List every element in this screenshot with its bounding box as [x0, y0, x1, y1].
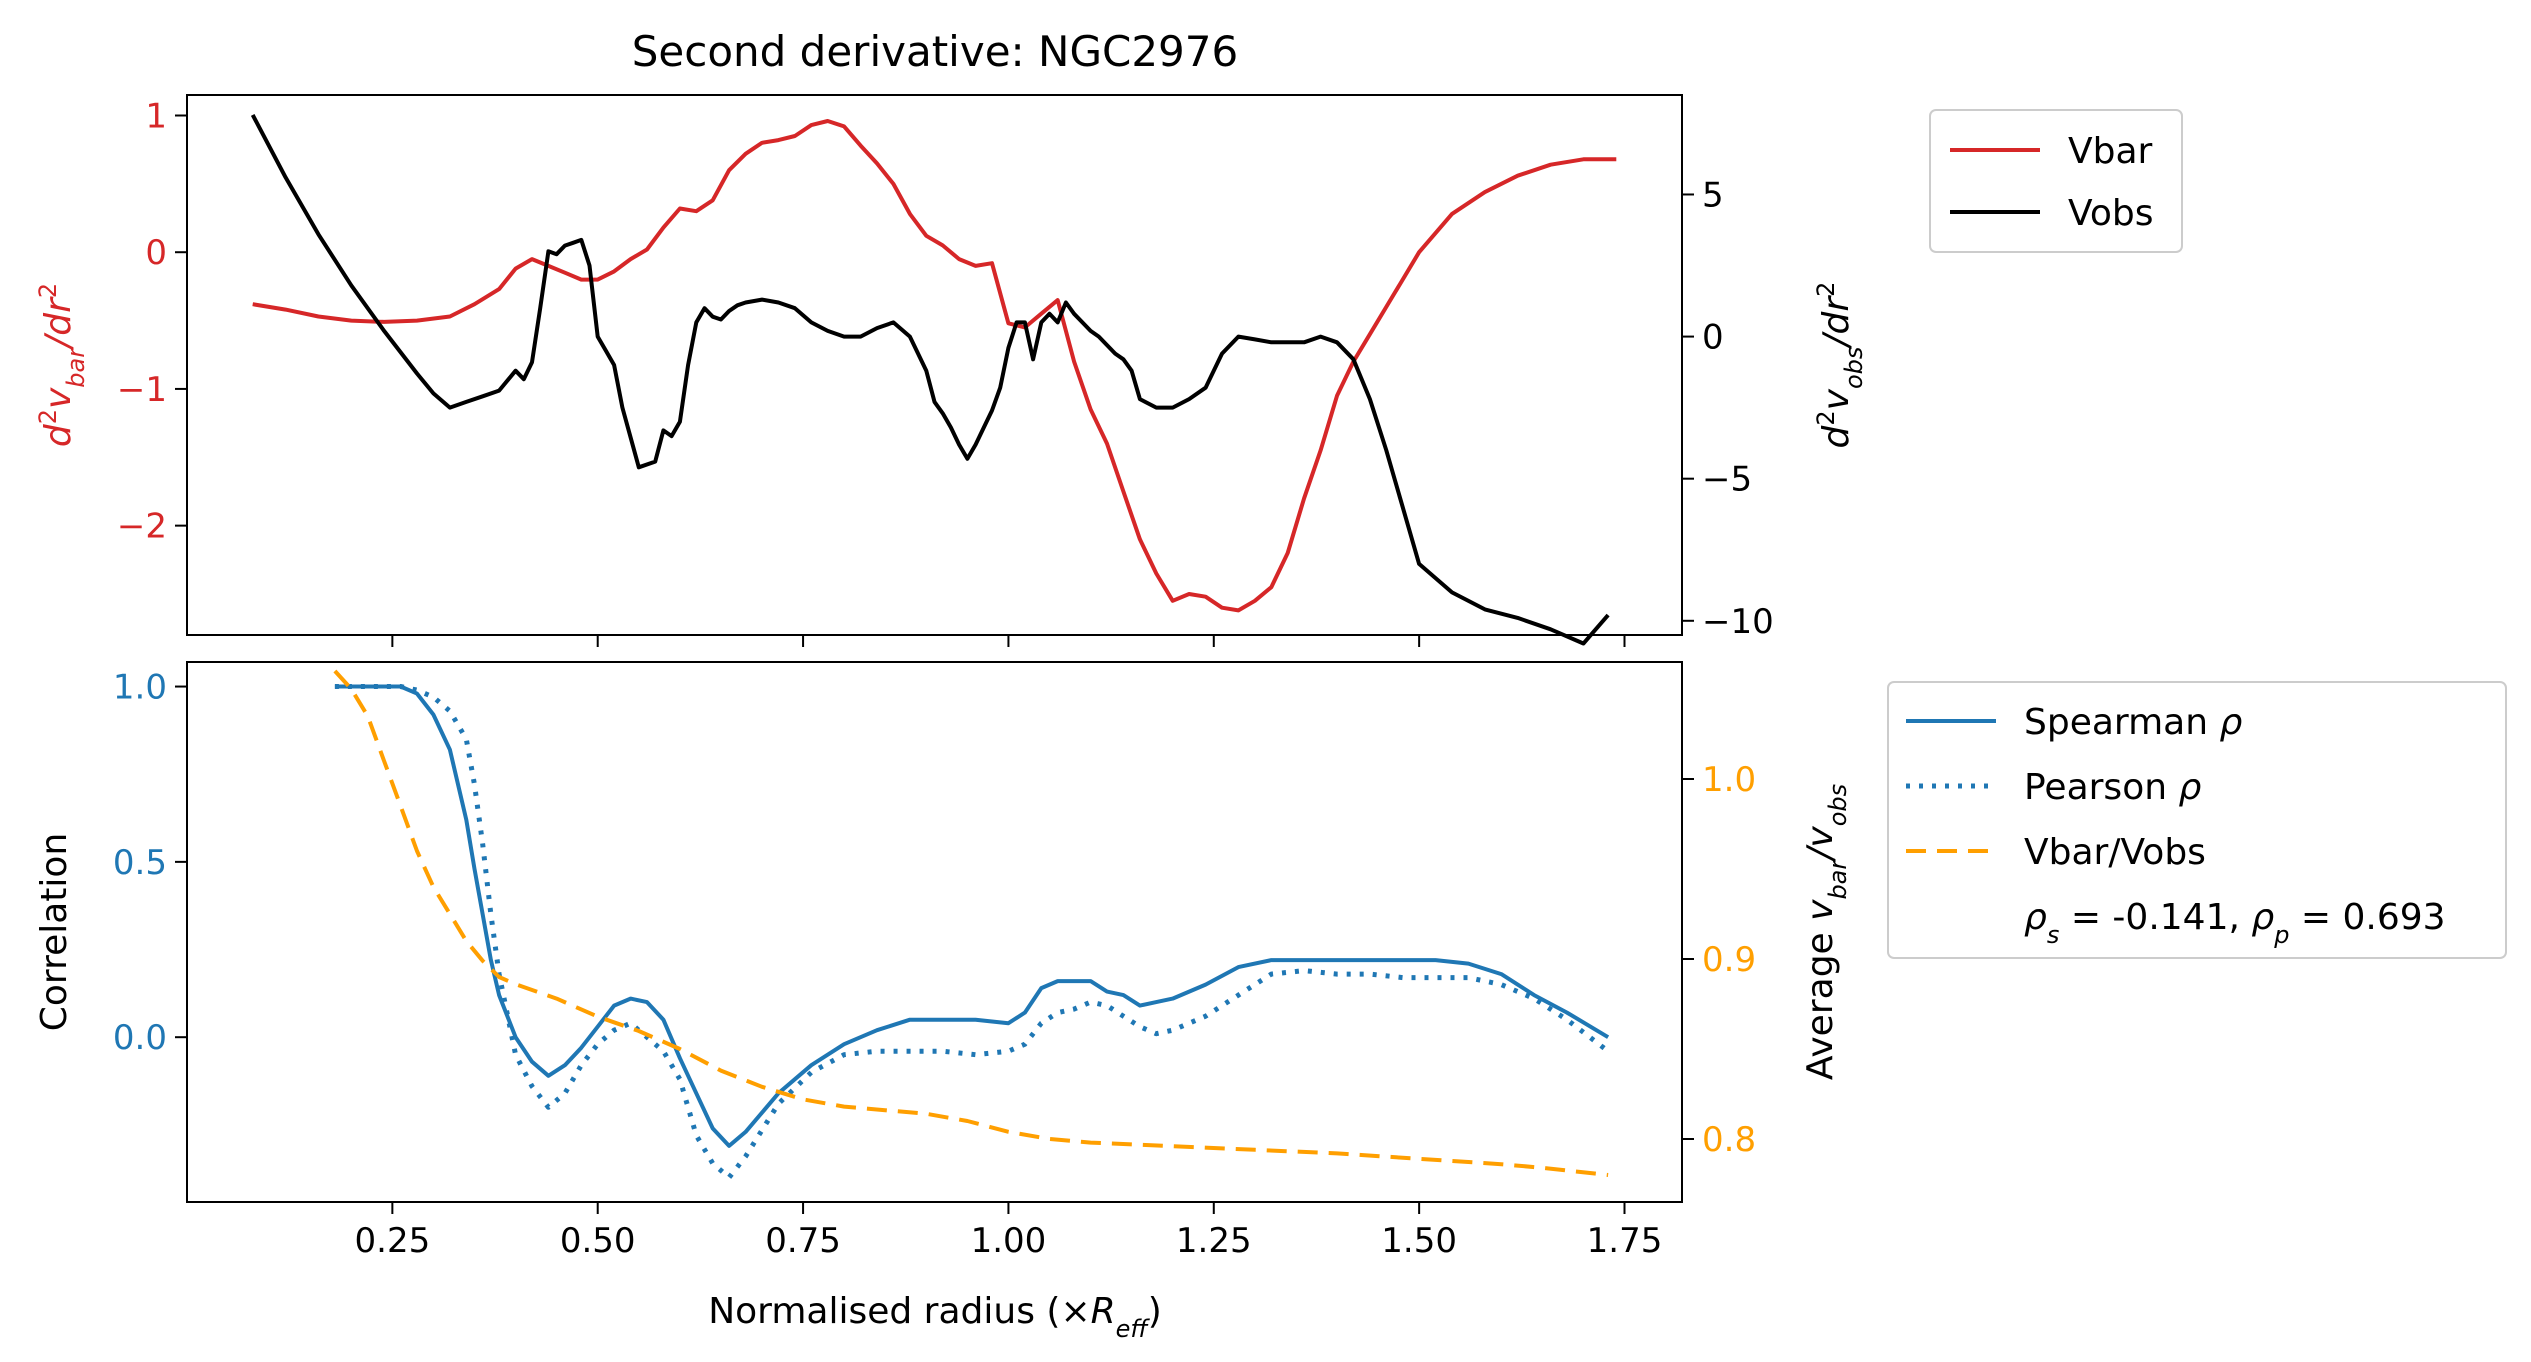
bottom-y-right-tick-label: 0.9: [1702, 940, 1756, 980]
bottom-y-left-axis-label: Correlation: [34, 833, 75, 1032]
bottom-y-left-tick-label: 0.0: [113, 1018, 167, 1058]
top-plot-frame: [186, 94, 1683, 636]
bottom-x-axis-label: Normalised radius (×Reff): [708, 1291, 1162, 1343]
top-y-left-tick-label: −2: [117, 507, 167, 547]
bottom-plot-frame: [186, 661, 1683, 1203]
top-y-left-tick-label: 0: [145, 233, 167, 273]
bottom-y-right-ticks: 1.0 0.9 0.8: [1682, 760, 1756, 1160]
top-y-left-tick-label: 1: [145, 97, 167, 137]
top-legend-box: [1929, 109, 2183, 253]
top-legend: Vbar Vobs: [1929, 109, 2183, 253]
top-y-left-axis-label: d2vbar/dr2: [34, 283, 90, 447]
top-y-right-ticks: 5 0 −5 −10: [1682, 175, 1774, 642]
bottom-y-right-tick-label: 1.0: [1702, 760, 1756, 800]
bottom-x-tick-label: 0.75: [765, 1221, 841, 1261]
bottom-x-tick-label: 0.25: [355, 1221, 431, 1261]
bottom-x-tick-label: 1.75: [1587, 1221, 1663, 1261]
legend-label-ratio: Vbar/Vobs: [2024, 832, 2206, 873]
bottom-x-tick-label: 1.25: [1176, 1221, 1252, 1261]
legend-label-spearman: Spearman ρ: [2024, 702, 2242, 743]
bottom-legend-box: [1887, 681, 2507, 959]
bottom-plot-area: 0.25 0.50 0.75 1.00 1.25 1.50 1.75 1.0 0.5 0.0 1…: [113, 661, 1756, 1261]
bottom-x-tick-label: 1.50: [1381, 1221, 1457, 1261]
legend-correlation-annotation: ρs = -0.141, ρp = 0.693: [2024, 897, 2446, 949]
bottom-y-left-ticks: 1.0 0.5 0.0: [113, 668, 187, 1058]
top-series-vbar: [252, 119, 1617, 613]
bottom-series-pearson: [334, 684, 1610, 1180]
legend-label-vobs: Vobs: [2068, 193, 2153, 234]
top-series-layer: [250, 113, 1617, 646]
bottom-y-left-tick-label: 0.5: [113, 843, 167, 883]
top-y-right-tick-label: −10: [1702, 602, 1774, 642]
top-series-vobs: [250, 113, 1610, 646]
top-y-left-tick-label: −1: [117, 370, 167, 410]
top-y-right-tick-label: 0: [1702, 318, 1724, 358]
legend-label-pearson: Pearson ρ: [2024, 767, 2201, 808]
bottom-y-right-tick-label: 0.8: [1702, 1120, 1756, 1160]
bottom-series-vbar-vobs: [333, 669, 1609, 1177]
bottom-x-tick-label: 1.00: [971, 1221, 1047, 1261]
top-y-right-tick-label: −5: [1702, 460, 1752, 500]
legend-label-vbar: Vbar: [2068, 131, 2153, 172]
bottom-y-right-axis-label: Average vbar/vobs: [1800, 784, 1852, 1080]
bottom-series-spearman: [334, 684, 1610, 1148]
top-y-left-ticks: 1 0 −1 −2: [117, 97, 187, 547]
bottom-x-ticks: 0.25 0.50 0.75 1.00 1.25 1.50 1.75: [355, 1202, 1663, 1261]
top-chart-title: Second derivative: NGC2976: [632, 27, 1238, 76]
top-y-right-axis-label: d2vobs/dr2: [1812, 282, 1868, 449]
top-x-ticks: [391, 635, 1626, 647]
bottom-y-left-tick-label: 1.0: [113, 668, 167, 708]
top-y-right-tick-label: 5: [1702, 175, 1724, 215]
bottom-series-layer: [333, 669, 1610, 1180]
bottom-legend: Spearman ρ Pearson ρ Vbar/Vobs ρs = -0.1…: [1887, 681, 2507, 959]
top-plot-area: 1 0 −1 −2 5 0 −5 −10: [117, 94, 1774, 647]
bottom-x-tick-label: 0.50: [560, 1221, 636, 1261]
